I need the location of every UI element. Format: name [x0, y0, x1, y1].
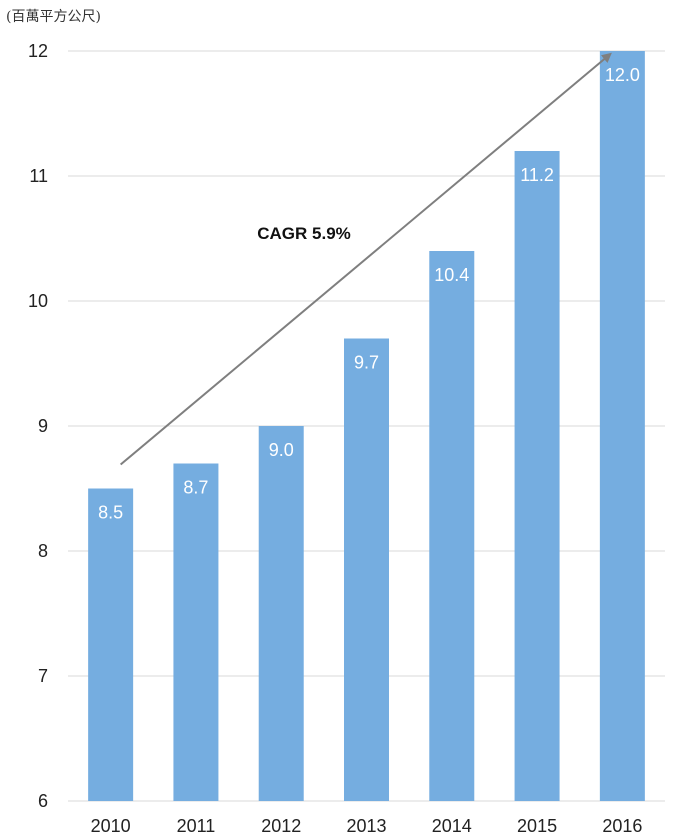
y-tick-label: 6 — [38, 791, 48, 811]
data-label-2010: 8.5 — [98, 503, 123, 523]
cagr-annotation: CAGR 5.9% — [120, 52, 612, 466]
cagr-arrow — [120, 52, 612, 466]
bar-2015 — [514, 151, 560, 801]
x-tick-label: 2016 — [602, 816, 642, 836]
bar-2010 — [88, 488, 134, 801]
bar-2014 — [429, 251, 475, 801]
data-labels: 8.5 8.7 9.0 9.7 10.4 11.2 12.0 — [98, 65, 640, 523]
data-label-2015: 11.2 — [520, 165, 554, 185]
data-label-2012: 9.0 — [269, 440, 294, 460]
x-tick-label: 2012 — [261, 816, 301, 836]
bar-2016 — [599, 51, 645, 801]
bar-2011 — [173, 463, 219, 801]
cagr-label: CAGR 5.9% — [257, 224, 351, 243]
y-tick-label: 12 — [28, 41, 48, 61]
data-label-2014: 10.4 — [434, 265, 469, 285]
x-tick-label: 2011 — [177, 816, 216, 836]
x-tick-label: 2014 — [432, 816, 472, 836]
x-axis-ticks: 2010 2011 2012 2013 2014 2015 2016 — [91, 816, 643, 836]
data-label-2013: 9.7 — [354, 353, 379, 373]
y-tick-label: 9 — [38, 416, 48, 436]
y-axis-ticks: 6 7 8 9 10 11 12 — [28, 41, 48, 811]
y-tick-label: 7 — [38, 666, 48, 686]
data-label-2011: 8.7 — [183, 478, 208, 498]
bars — [88, 51, 645, 801]
y-tick-label: 11 — [29, 166, 48, 186]
data-label-2016: 12.0 — [605, 65, 640, 85]
x-tick-label: 2010 — [91, 816, 131, 836]
bar-2012 — [258, 426, 304, 801]
x-tick-label: 2015 — [517, 816, 557, 836]
y-unit-label: (百萬平方公尺) — [6, 9, 101, 25]
bar-2013 — [344, 338, 389, 801]
y-tick-label: 10 — [28, 291, 48, 311]
x-tick-label: 2013 — [346, 816, 386, 836]
y-tick-label: 8 — [38, 541, 48, 561]
